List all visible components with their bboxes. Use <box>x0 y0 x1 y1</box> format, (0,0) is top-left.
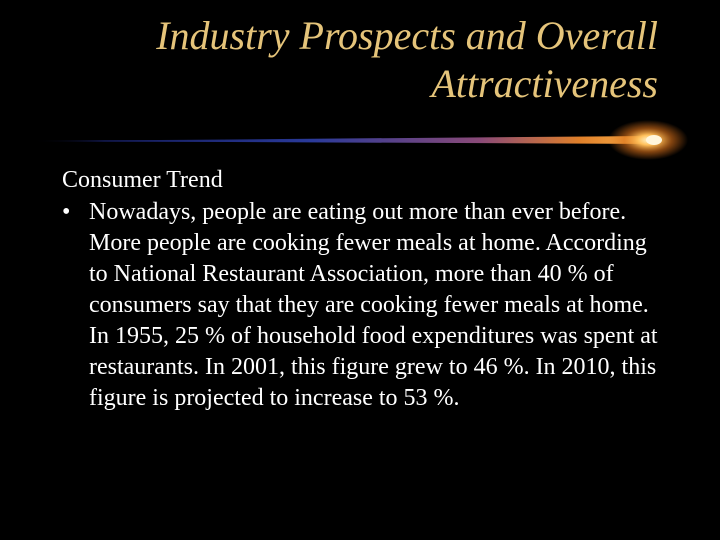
slide-title-line-1: Industry Prospects and Overall <box>156 13 658 58</box>
bullet-item: • Nowadays, people are eating out more t… <box>62 197 662 414</box>
section-heading: Consumer Trend <box>62 167 223 193</box>
bullet-text: Nowadays, people are eating out more tha… <box>89 199 658 411</box>
slide-title-line-2: Attractiveness <box>431 61 658 106</box>
title-divider-comet <box>30 120 688 160</box>
slide-body: Consumer Trend • Nowadays, people are ea… <box>62 165 662 414</box>
slide-title: Industry Prospects and Overall Attractiv… <box>58 12 658 108</box>
bullet-marker: • <box>62 199 71 225</box>
